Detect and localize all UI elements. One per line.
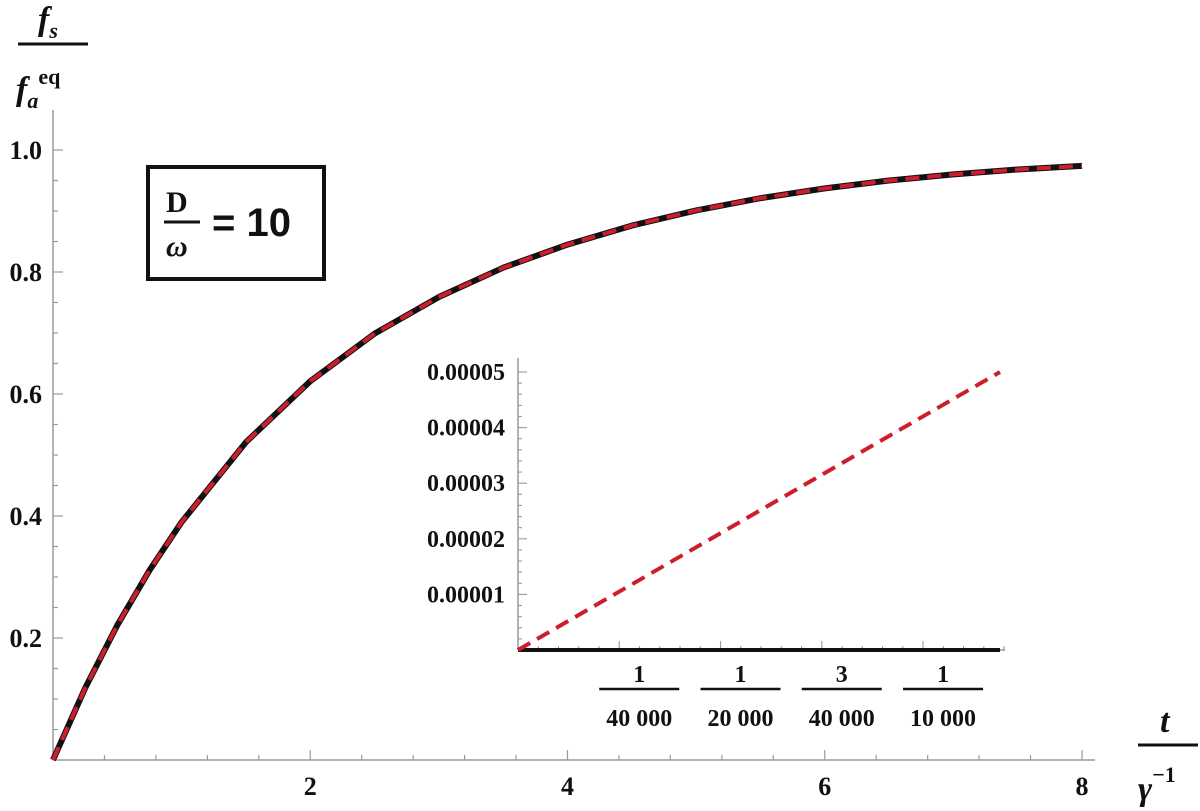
- inset-x-tick-denominator: 40 000: [606, 706, 672, 732]
- inset-plot: 0.00001 0.00002 0.00003 0.00004 0.00005 1 40 0…: [395, 352, 1045, 742]
- inset-ticks: 0.00001 0.00002 0.00003 0.00004 0.00005 1 40 0…: [427, 360, 1005, 732]
- inset-x-tick-numerator: 1: [735, 662, 747, 688]
- annotation-numerator: D: [166, 186, 188, 219]
- y-title-num-sub: s: [48, 18, 58, 43]
- main-axes: [52, 110, 1095, 761]
- inset-y-tick-label: 0.00005: [427, 360, 505, 386]
- main-series-dashed-red: [51, 163, 1083, 761]
- inset-y-tick-label: 0.00001: [427, 582, 505, 608]
- inset-y-tick-label: 0.00004: [427, 416, 505, 442]
- main-series: [50, 162, 1083, 762]
- inset-x-tick-numerator: 3: [836, 662, 848, 688]
- x-title-den-gamma: γ: [1138, 771, 1153, 808]
- y-axis-title-den: faeq: [16, 64, 61, 113]
- inset-x-tick-denominator: 20 000: [708, 706, 774, 732]
- inset-x-tick-denominator: 10 000: [910, 706, 976, 732]
- y-tick-label: 0.6: [10, 380, 43, 409]
- x-tick-label: 8: [1076, 772, 1089, 801]
- x-tick-label: 4: [561, 772, 574, 801]
- y-tick-label: 0.8: [10, 258, 43, 287]
- y-tick-label: 0.4: [10, 502, 43, 531]
- y-tick-label: 0.2: [10, 624, 43, 653]
- y-axis-title-num: fs: [38, 1, 58, 43]
- inset-y-tick-label: 0.00002: [427, 527, 505, 553]
- y-tick-label: 1.0: [10, 136, 43, 165]
- annotation-box: D ω = 10: [146, 165, 326, 281]
- inset-y-tick-label: 0.00003: [427, 471, 505, 497]
- annotation-value: = 10: [212, 201, 291, 245]
- inset-background: [395, 352, 1045, 742]
- inset-x-tick-denominator: 40 000: [809, 706, 875, 732]
- inset-series: [517, 370, 1001, 652]
- x-axis-title-num: t: [1160, 703, 1171, 740]
- annotation-denominator: ω: [166, 230, 188, 263]
- y-title-num-f: f: [38, 1, 53, 38]
- inset-x-tick-numerator: 1: [633, 662, 645, 688]
- inset-series-dashed-red: [517, 370, 1001, 652]
- y-title-den-f: f: [16, 71, 31, 108]
- x-axis-title-den: γ−1: [1138, 762, 1176, 808]
- x-tick-label: 6: [818, 772, 831, 801]
- inset-x-tick-numerator: 1: [937, 662, 949, 688]
- x-title-den-sup: −1: [1152, 762, 1176, 787]
- main-ticks: 2 4 6 8 0.2 0.4 0.6 0.8 1.0: [10, 136, 1089, 801]
- y-title-den-sub: a: [27, 88, 38, 113]
- y-axis-title: fs faeq: [16, 1, 88, 113]
- x-axis-title: t γ−1: [1138, 703, 1198, 808]
- x-tick-label: 2: [304, 772, 317, 801]
- y-title-den-sup: eq: [38, 64, 61, 89]
